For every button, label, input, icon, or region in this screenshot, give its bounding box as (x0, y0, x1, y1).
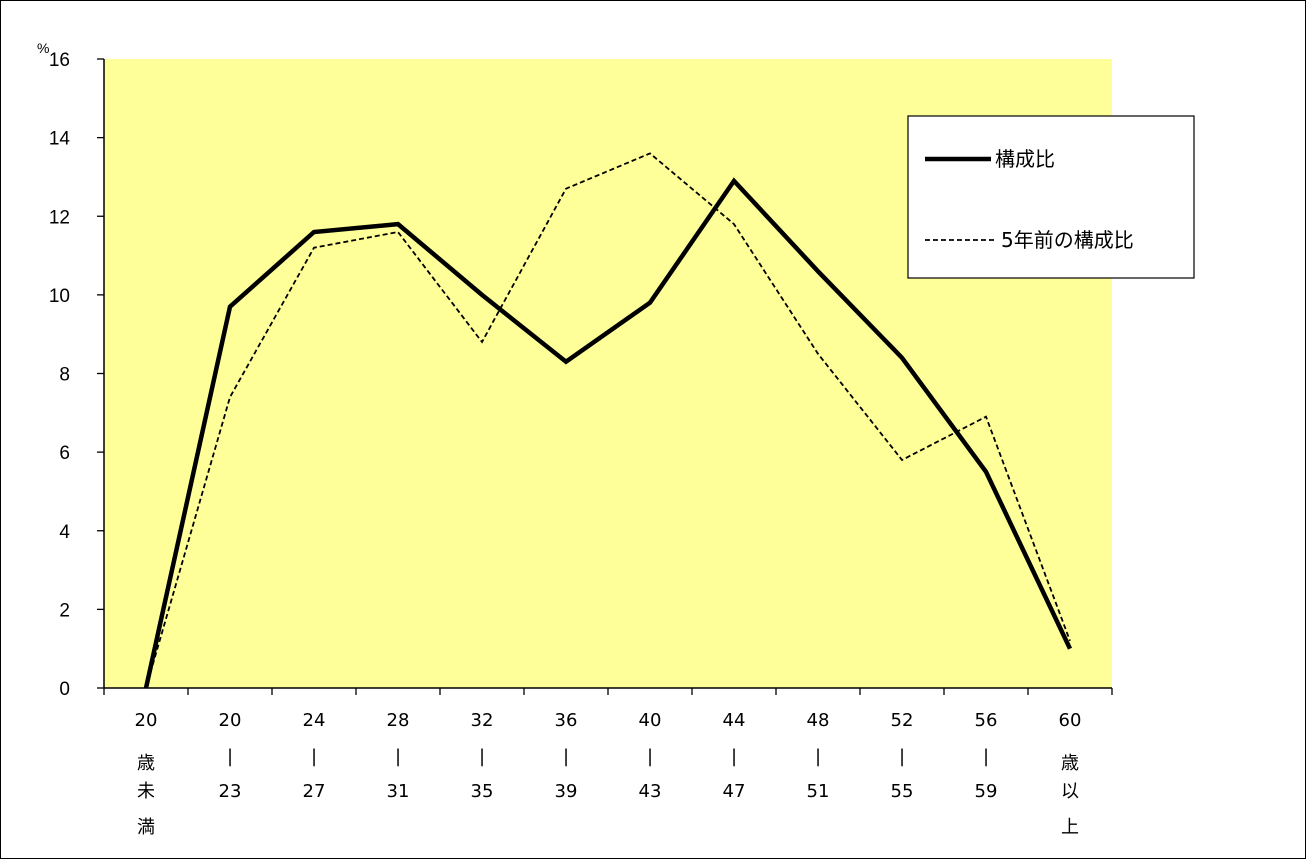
x-tick-label: 56 (975, 710, 998, 731)
y-tick-label: 8 (59, 365, 70, 386)
y-tick-label: 10 (49, 286, 70, 307)
y-tick-label: 16 (49, 50, 70, 71)
x-tick-label: | (479, 746, 485, 767)
x-tick-label: 35 (471, 781, 494, 802)
x-tick-label: 未 (137, 781, 155, 802)
x-tick-label: 上 (1061, 817, 1079, 838)
x-tick-label: 59 (975, 781, 998, 802)
x-tick-label: 20 (135, 710, 158, 731)
x-tick-label: 以 (1061, 781, 1079, 802)
x-tick-label: | (563, 746, 569, 767)
x-tick-label: 55 (891, 781, 914, 802)
y-tick-label: 0 (59, 679, 70, 700)
x-tick-label: 60 (1059, 710, 1082, 731)
x-tick-labels: 20歳未満20|2324|2728|3132|3536|3940|4344|47… (135, 710, 1082, 838)
legend-label-series-1: 構成比 (995, 147, 1055, 171)
x-tick-label: | (983, 746, 989, 767)
x-tick-label: | (647, 746, 653, 767)
x-tick-label: 31 (387, 781, 410, 802)
x-tick-label: | (731, 746, 737, 767)
x-tick-label: 48 (807, 710, 830, 731)
y-axis-unit: % (37, 40, 49, 56)
y-tick-label: 14 (49, 129, 71, 150)
y-tick-label: 2 (59, 600, 70, 621)
legend-label-series-2: 5年前の構成比 (1001, 228, 1134, 252)
x-tick-label: | (815, 746, 821, 767)
x-tick-label: 歳 (1061, 753, 1079, 774)
x-tick-label: 43 (639, 781, 662, 802)
x-tick-label: | (899, 746, 905, 767)
x-tick-label: 24 (303, 710, 326, 731)
x-tick-label: 40 (639, 710, 662, 731)
legend-box (908, 116, 1194, 278)
x-tick-label: 51 (807, 781, 830, 802)
x-tick-label: 28 (387, 710, 410, 731)
x-tick-label: 満 (137, 817, 155, 838)
x-tick-label: | (227, 746, 233, 767)
x-tick-label: 52 (891, 710, 914, 731)
y-tick-label: 4 (59, 522, 70, 543)
y-tick-label: 12 (49, 207, 70, 228)
x-tick-label: | (311, 746, 317, 767)
x-tick-label: 32 (471, 710, 494, 731)
y-ticks: 0 2 4 6 8 10 12 14 16 (49, 50, 104, 700)
x-tick-label: 44 (723, 710, 746, 731)
x-tick-label: 36 (555, 710, 578, 731)
x-tick-label: 27 (303, 781, 326, 802)
x-tick-label: 20 (219, 710, 242, 731)
y-tick-label: 6 (59, 443, 70, 464)
legend: 構成比 5年前の構成比 (908, 116, 1194, 278)
x-tick-label: 歳 (137, 753, 155, 774)
x-tick-label: | (395, 746, 401, 767)
x-tick-label: 23 (219, 781, 242, 802)
x-tick-label: 39 (555, 781, 578, 802)
x-ticks (104, 688, 1112, 695)
x-tick-label: 47 (723, 781, 746, 802)
